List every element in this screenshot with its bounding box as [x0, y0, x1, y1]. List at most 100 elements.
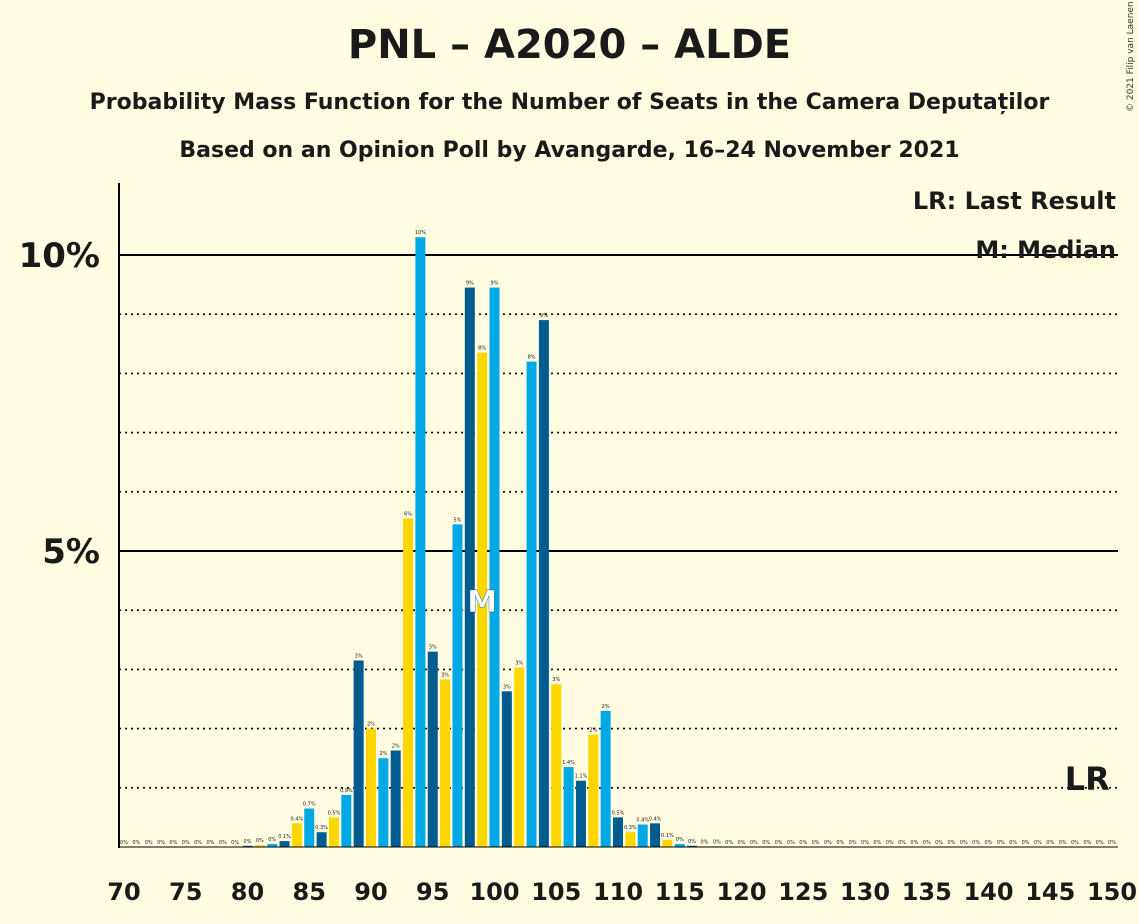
bar-92: [390, 750, 401, 847]
data-label-95: 3%: [429, 645, 437, 651]
bar-97: [452, 524, 463, 847]
data-label-145: 0%: [1046, 840, 1054, 846]
y-tick-label: 10%: [19, 236, 100, 276]
x-tick-label: 110: [593, 878, 643, 906]
legend-median: M: Median: [975, 236, 1116, 264]
data-label-126: 0%: [812, 840, 820, 846]
data-label-79: 0%: [231, 840, 239, 846]
data-label-75: 0%: [182, 840, 190, 846]
bar-101: [501, 691, 512, 847]
data-label-147: 0%: [1071, 840, 1079, 846]
data-label-138: 0%: [960, 840, 968, 846]
x-tick-label: 85: [293, 878, 326, 906]
chart-title: PNL – A2020 – ALDE: [347, 22, 792, 68]
bar-82: [267, 844, 278, 847]
bar-87: [328, 817, 339, 847]
data-label-70: 0%: [120, 840, 128, 846]
bar-110: [613, 817, 623, 847]
bar-90: [366, 728, 376, 847]
data-label-103: 8%: [528, 355, 536, 361]
bar-114: [662, 839, 673, 847]
bar-84: [291, 823, 302, 847]
bar-105: [551, 684, 562, 847]
data-label-96: 3%: [441, 672, 449, 678]
last-result-marker: LR: [1065, 760, 1110, 798]
data-label-74: 0%: [169, 840, 177, 846]
data-label-132: 0%: [886, 840, 894, 846]
bar-104: [538, 320, 549, 847]
data-label-119: 0%: [725, 840, 733, 846]
y-tick-label: 5%: [42, 532, 100, 572]
data-label-131: 0%: [873, 840, 881, 846]
data-label-142: 0%: [1009, 840, 1017, 846]
x-tick-label: 90: [354, 878, 387, 906]
data-label-139: 0%: [972, 840, 980, 846]
x-tick-label: 75: [169, 878, 202, 906]
x-tick-label: 135: [902, 878, 952, 906]
bar-115: [674, 844, 685, 847]
data-label-123: 0%: [775, 840, 783, 846]
bar-113: [650, 823, 661, 847]
data-label-124: 0%: [787, 840, 795, 846]
data-label-108: 2%: [589, 728, 597, 734]
data-label-101: 3%: [503, 684, 511, 690]
bars: [242, 237, 722, 848]
bar-89: [353, 660, 364, 847]
bar-95: [427, 651, 438, 847]
data-label-105: 3%: [552, 677, 560, 683]
bar-100: [489, 287, 500, 847]
bar-85: [304, 808, 315, 847]
data-label-134: 0%: [910, 840, 918, 846]
data-label-112: 0.4%: [636, 818, 649, 824]
bar-106: [563, 767, 574, 847]
grid-lines: [119, 254, 1118, 789]
bar-108: [588, 734, 599, 847]
data-label-91: 2%: [379, 751, 387, 757]
x-tick-label: 150: [1087, 878, 1137, 906]
bar-80: [242, 845, 253, 847]
data-label-99: 8%: [478, 346, 486, 352]
data-label-117: 0%: [700, 839, 708, 845]
data-label-98: 9%: [466, 281, 474, 287]
bar-109: [600, 710, 611, 847]
data-label-130: 0%: [861, 840, 869, 846]
data-label-129: 0%: [849, 840, 857, 846]
chart-subtitle: Probability Mass Function for the Number…: [89, 90, 1050, 115]
data-label-85: 0.7%: [303, 802, 316, 808]
data-label-87: 0.5%: [328, 810, 341, 816]
bar-98: [464, 287, 475, 847]
x-tick-label: 140: [963, 878, 1013, 906]
data-label-140: 0%: [985, 840, 993, 846]
bar-93: [403, 518, 414, 847]
data-label-72: 0%: [145, 840, 153, 846]
chart-subtitle-source: Based on an Opinion Poll by Avangarde, 1…: [179, 138, 960, 163]
data-label-107: 1.1%: [575, 774, 588, 780]
x-tick-label: 70: [107, 878, 140, 906]
data-label-73: 0%: [157, 840, 165, 846]
data-label-93: 6%: [404, 511, 412, 517]
data-label-122: 0%: [762, 840, 770, 846]
data-label-136: 0%: [935, 840, 943, 846]
data-label-104: 9%: [540, 313, 548, 319]
data-label-76: 0%: [194, 840, 202, 846]
data-label-102: 3%: [515, 661, 523, 667]
data-label-71: 0%: [132, 840, 140, 846]
bar-116: [687, 845, 698, 847]
x-tick-label: 95: [416, 878, 449, 906]
data-label-83: 0.1%: [278, 834, 291, 840]
bar-94: [415, 237, 426, 848]
bar-112: [637, 824, 648, 847]
data-label-135: 0%: [923, 840, 931, 846]
data-label-137: 0%: [947, 840, 955, 846]
data-label-106: 1.4%: [562, 760, 575, 766]
legend: LR: Last Result M: Median: [913, 187, 1116, 264]
bar-83: [279, 841, 290, 847]
data-label-100: 9%: [491, 281, 499, 287]
x-tick-label: 120: [716, 878, 766, 906]
x-tick-label: 130: [840, 878, 890, 906]
x-tick-label: 145: [1025, 878, 1075, 906]
data-label-89: 3%: [355, 654, 363, 660]
data-label-110: 0.5%: [612, 810, 625, 816]
data-label-125: 0%: [799, 840, 807, 846]
data-label-127: 0%: [824, 840, 832, 846]
